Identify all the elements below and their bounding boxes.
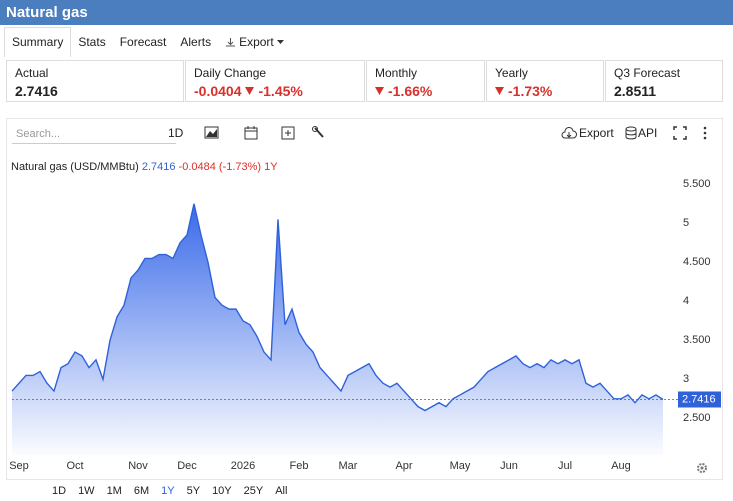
settings-icon[interactable]: [697, 463, 707, 473]
x-tick-label: Aug: [611, 460, 631, 472]
header-title: Natural gas: [0, 0, 733, 25]
chart-type-icon[interactable]: [204, 126, 219, 139]
download-icon: [226, 37, 236, 46]
stat-label: Q3 Forecast: [614, 66, 681, 80]
y-tick-label: 5: [683, 217, 689, 229]
x-tick-label: Jun: [500, 460, 518, 472]
legend-change: -0.0484 (-1.73%): [178, 161, 262, 173]
range-button[interactable]: 1D: [52, 485, 67, 497]
stat-value: 2.7416: [15, 83, 58, 99]
tab[interactable]: Summary: [4, 27, 72, 57]
range-button[interactable]: 25Y: [243, 485, 264, 497]
range-button[interactable]: 6M: [133, 485, 150, 497]
caret: [276, 39, 284, 44]
area: [12, 203, 663, 455]
range-buttons: 1D 1W 1M 6M 1Y 5Y 10Y 25Y All: [46, 485, 293, 497]
y-tick-label: 3: [683, 373, 689, 385]
y-tick-label: 5.500: [683, 178, 711, 190]
y-tick-label: 4: [683, 295, 689, 307]
legend-last: 2.7416: [141, 161, 176, 173]
x-tick-label: May: [450, 460, 471, 472]
toolbar-right-icons: [673, 126, 707, 140]
x-tick-label: Feb: [290, 460, 309, 472]
range-button[interactable]: All: [275, 485, 288, 497]
range-button[interactable]: 1W: [78, 485, 95, 497]
x-tick-label: Apr: [395, 460, 412, 472]
tab-export[interactable]: Export: [218, 27, 291, 57]
y-tick-label: 2.500: [683, 412, 711, 424]
x-tick-label: Nov: [128, 460, 148, 472]
y-tick-label: 4.500: [683, 256, 711, 268]
export-button[interactable]: Export: [579, 126, 614, 140]
stat-value: -1.73%: [508, 83, 553, 99]
range-button[interactable]: 1M: [106, 485, 122, 497]
interval-button[interactable]: 1D: [168, 126, 184, 140]
legend: Natural gas (USD/MMBtu) 2.7416 -0.0484 (…: [11, 161, 278, 173]
legend-period: 1Y: [264, 161, 278, 173]
x-tick-label: Oct: [66, 460, 83, 472]
tab[interactable]: Stats: [78, 35, 106, 49]
menu-icon[interactable]: [703, 126, 707, 140]
stat-label: Actual: [15, 66, 49, 80]
x-tick-label: 2026: [231, 460, 255, 472]
x-tick-label: Sep: [9, 460, 29, 472]
down-icon: [495, 87, 504, 95]
last-value-label: 2.7416: [682, 393, 716, 405]
x-tick-label: Dec: [177, 460, 197, 472]
stat-box: Monthly -1.66%: [366, 60, 485, 102]
add-icon[interactable]: [281, 126, 295, 140]
cloud-icon: [561, 127, 577, 139]
last-value-box: [678, 391, 721, 408]
x-tick-label: Jul: [558, 460, 572, 472]
range-button[interactable]: 5Y: [186, 485, 201, 497]
stat-value: -1.45%: [258, 83, 303, 99]
tab-label: Export: [239, 35, 274, 49]
down-icon: [375, 87, 384, 95]
stat-box: Daily Change -0.0404 -1.45%: [185, 60, 365, 102]
line: [11, 203, 664, 412]
range-button[interactable]: 10Y: [212, 485, 232, 497]
down-icon: [245, 87, 255, 95]
toolbar-icons: [204, 126, 324, 140]
stat-box: Q3 Forecast 2.8511: [605, 60, 723, 102]
stat-box: Yearly -1.73%: [486, 60, 604, 102]
stat-value: 2.8511: [614, 83, 657, 99]
stat-label: Yearly: [495, 66, 528, 80]
search-box[interactable]: Search...: [12, 124, 176, 144]
database-icon: [625, 126, 637, 140]
stat-value: -1.66%: [388, 83, 433, 99]
chart-panel: [6, 118, 723, 480]
tab[interactable]: Alerts: [180, 35, 212, 49]
tools-icon[interactable]: [312, 126, 324, 138]
calendar-icon[interactable]: [244, 126, 258, 140]
range-button[interactable]: 1Y: [161, 485, 175, 497]
y-tick-label: 3.500: [683, 334, 711, 346]
x-tick-label: Mar: [339, 460, 358, 472]
stat-box: Actual 2.7416: [6, 60, 184, 102]
fullscreen-icon[interactable]: [673, 126, 687, 140]
legend-name: Natural gas (USD/MMBtu): [11, 161, 139, 173]
tab[interactable]: Forecast: [119, 35, 167, 49]
stat-value: -0.0404: [194, 83, 242, 99]
stat-label: Daily Change: [194, 66, 267, 80]
tabs: Summary Stats Forecast Alerts Export: [4, 27, 291, 57]
stat-label: Monthly: [375, 66, 418, 80]
api-button[interactable]: API: [638, 126, 658, 140]
